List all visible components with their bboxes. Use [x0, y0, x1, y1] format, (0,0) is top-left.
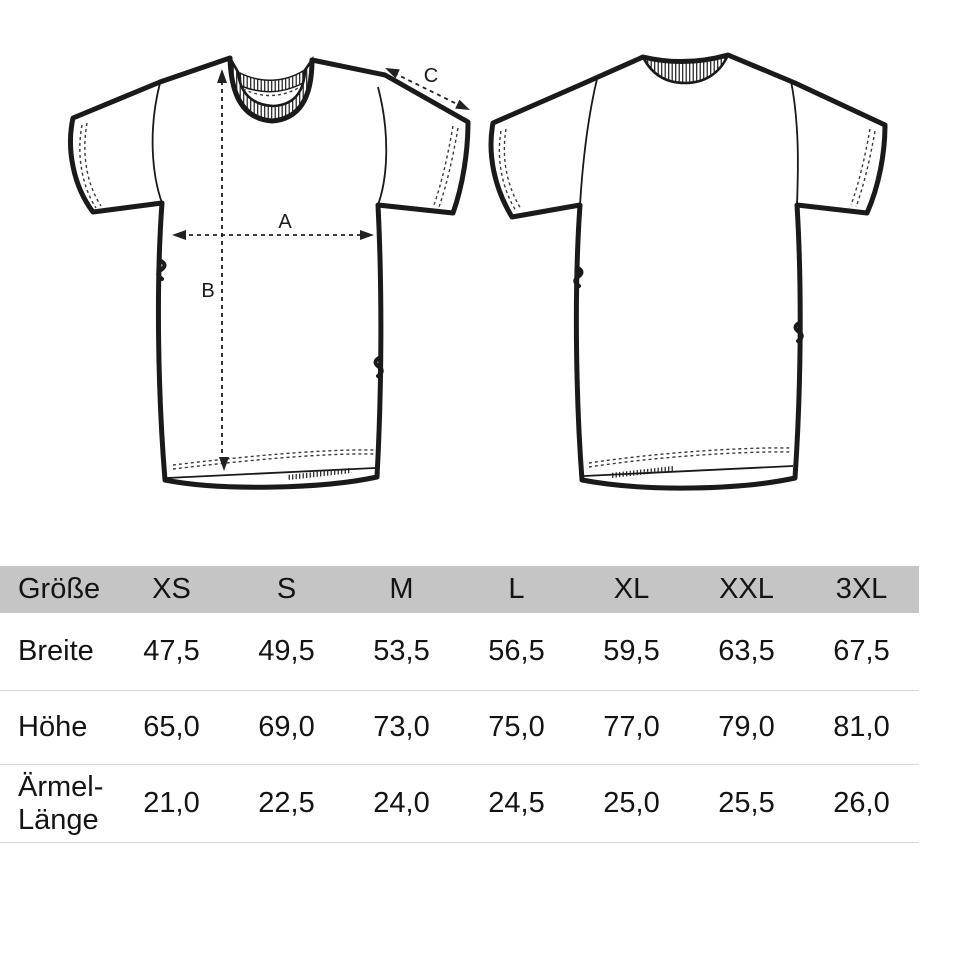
front-shirt-diagram: A B C [68, 55, 471, 490]
size-table-header-groesse: Größe [0, 566, 114, 613]
size-value-cell: 75,0 [459, 691, 574, 765]
size-value-cell: 81,0 [804, 691, 919, 765]
size-col-header-xxl: XXL [689, 566, 804, 613]
size-col-header-s: S [229, 566, 344, 613]
back-shirt-diagram [488, 52, 888, 491]
back-shirt-outline [488, 52, 888, 491]
measure-label-b: B [201, 280, 214, 302]
row-label-hoehe: Höhe [0, 691, 114, 765]
size-value-cell: 25,0 [574, 765, 689, 843]
measurement-arrows: A B C [172, 65, 470, 471]
size-value-cell: 22,5 [229, 765, 344, 843]
size-col-header-xl: XL [574, 566, 689, 613]
size-value-cell: 65,0 [114, 691, 229, 765]
size-value-cell: 26,0 [804, 765, 919, 843]
size-col-header-m: M [344, 566, 459, 613]
size-table: Größe XS S M L XL XXL 3XL Breite 47,5 49… [0, 566, 960, 843]
size-value-cell: 69,0 [229, 691, 344, 765]
back-collar [640, 53, 731, 85]
size-value-cell: 63,5 [689, 613, 804, 691]
front-shirt-outline [68, 55, 471, 490]
size-value-cell: 59,5 [574, 613, 689, 691]
inner-collar-strip [239, 69, 304, 93]
size-value-cell: 56,5 [459, 613, 574, 691]
size-col-header-3xl: 3XL [804, 566, 919, 613]
size-value-cell: 24,0 [344, 765, 459, 843]
size-value-cell: 53,5 [344, 613, 459, 691]
front-collar [228, 55, 314, 123]
size-value-cell: 25,5 [689, 765, 804, 843]
size-value-cell: 47,5 [114, 613, 229, 691]
size-value-cell: 49,5 [229, 613, 344, 691]
size-value-cell: 21,0 [114, 765, 229, 843]
hem-hatch-patch [610, 466, 675, 478]
size-col-header-xs: XS [114, 566, 229, 613]
size-col-header-l: L [459, 566, 574, 613]
size-value-cell: 77,0 [574, 691, 689, 765]
hem-hatch-patch [287, 468, 352, 480]
size-value-cell: 73,0 [344, 691, 459, 765]
size-value-cell: 24,5 [459, 765, 574, 843]
row-label-aermel-laenge: Ärmel-Länge [0, 765, 114, 843]
size-value-cell: 79,0 [689, 691, 804, 765]
row-label-breite: Breite [0, 613, 114, 691]
measure-label-c: C [424, 65, 438, 87]
measure-label-a: A [278, 211, 292, 233]
size-value-cell: 67,5 [804, 613, 919, 691]
